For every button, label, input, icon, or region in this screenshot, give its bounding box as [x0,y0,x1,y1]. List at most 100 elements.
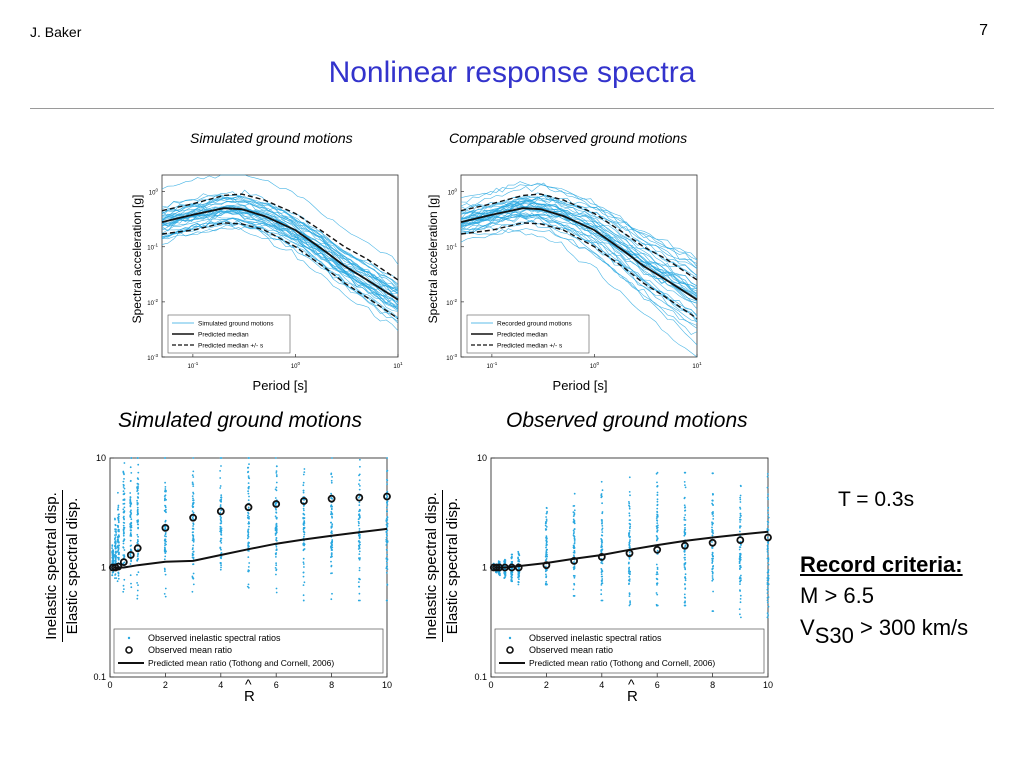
ratio-point [123,487,126,490]
ratio-point [545,535,548,538]
ratio-point [767,563,770,566]
ratio-point [248,522,251,525]
ratio-point [123,578,126,581]
ratio-point [130,544,133,547]
ratio-point [517,575,520,578]
ratio-point [656,515,659,518]
mean-ratio-marker [507,563,516,572]
ratio-point [117,548,120,551]
ratio-point [122,508,125,511]
ratio-point [191,556,194,559]
ratio-point [274,567,277,569]
ratio-point [511,561,514,563]
ratio-point [130,582,132,585]
predicted-median-plus-sigma-line [161,193,399,281]
ratio-point [358,558,361,560]
ratio-point [738,546,741,548]
ratio-point [114,555,117,557]
ratio-point [136,506,139,509]
legend-label: Predicted mean ratio (Tothong and Cornel… [529,658,715,668]
ratio-point [302,505,305,507]
ratio-point [655,592,658,594]
ratio-point [684,519,687,521]
ratio-point [137,571,140,574]
ratio-point [219,485,222,487]
ratio-point [331,516,333,519]
ratio-point [220,564,223,567]
ratio-point [247,531,250,534]
ratio-point [136,503,139,506]
x-tick-label: 10-1 [487,361,498,370]
ratio-point [767,583,770,586]
ratio-point [739,501,742,503]
x-tick-label: 100 [291,361,301,370]
mean-ratio-marker [355,493,364,502]
ratio-point [767,557,770,560]
y-tick-label: 10-2 [446,298,457,307]
ratio-point [655,517,658,519]
ratio-point [518,573,520,575]
ratio-point [192,485,195,487]
ratio-point [683,528,686,531]
ratio-point [220,537,222,540]
ratio-point [544,524,547,527]
ratio-point [114,536,117,538]
ratio-point [358,592,361,595]
ratio-point [275,486,278,489]
ratio-point [544,568,547,571]
x-tick-label: 10 [382,680,392,690]
legend-label: Recorded ground motions [497,321,573,328]
ratio-point [386,558,389,560]
ratio-point [518,567,520,570]
ratio-point [601,582,604,585]
ratio-point [684,583,686,586]
ratio-point [386,522,389,525]
ratio-point [511,553,514,556]
ratio-point [220,527,223,530]
ratio-point [601,541,604,543]
ratio-point [600,544,603,547]
ratio-point [303,520,306,522]
ratio-point [656,568,659,570]
ratio-point [192,540,195,543]
ratio-point [767,614,769,617]
ratio-point [738,565,741,567]
ratio-point [129,503,132,505]
ratio-point [766,582,769,584]
x-tick-label: 0 [488,680,493,690]
ratio-point [112,549,114,551]
ratio-point [684,558,686,561]
record-spectrum-curve [161,217,399,318]
ratio-point [114,517,116,520]
ratio-point [331,592,333,595]
ratio-point [684,562,687,565]
ratio-point [164,573,167,576]
ratio-point [130,518,133,521]
ratio-point [740,566,742,569]
ratio-point [601,502,603,505]
ratio-point [683,497,686,500]
mean-ratio-marker [299,497,308,505]
ratio-point [386,553,388,556]
ratio-point [220,542,223,544]
ratio-point [330,564,333,567]
ratio-point [573,522,576,525]
mean-ratio-marker [383,492,391,501]
ratio-point [358,522,360,525]
ratio-point [219,505,222,508]
ratio-point [656,494,659,496]
ratio-point [247,506,250,509]
ratio-point [656,481,658,484]
ratio-point [192,502,195,504]
ratio-point [656,566,659,569]
ratio-point [358,578,361,581]
record-spectrum-curve [161,196,399,294]
ratio-point [136,589,139,592]
ratio-point [629,523,632,526]
ratio-point [601,525,604,527]
ratio-point [247,499,250,501]
ratio-point [766,577,769,579]
ratio-point [130,509,132,512]
ratio-point [739,516,741,519]
ratio-point [712,472,714,475]
